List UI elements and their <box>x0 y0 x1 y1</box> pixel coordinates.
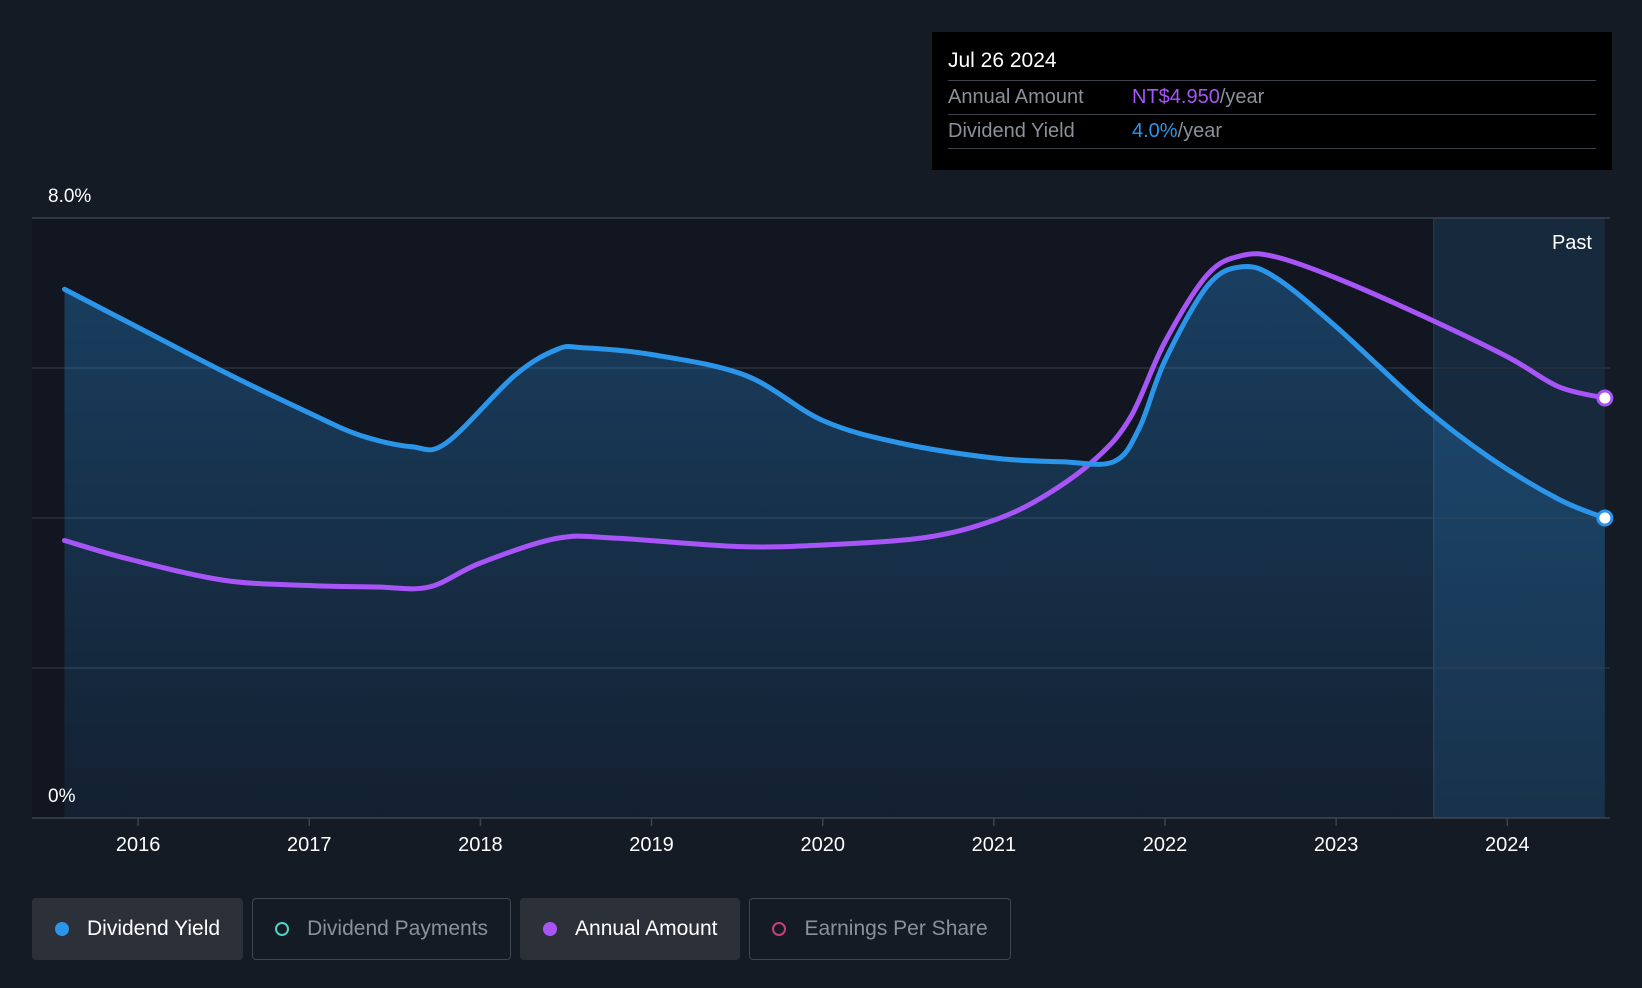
x-tick-label: 2018 <box>458 834 503 856</box>
tooltip-value: 4.0% <box>1132 120 1178 142</box>
legend-label: Annual Amount <box>575 917 718 940</box>
tooltip-unit: /year <box>1219 86 1265 108</box>
x-tick-label: 2022 <box>1143 834 1188 856</box>
legend-ring-icon <box>772 922 787 936</box>
x-tick-label: 2020 <box>800 834 845 856</box>
x-tick-label: 2024 <box>1485 834 1530 856</box>
tooltip-row-dividend-yield: Dividend Yield 4.0% /year <box>948 114 1596 149</box>
dividend-yield-end-point[interactable] <box>1596 509 1614 527</box>
legend-item-annual-amount[interactable]: Annual Amount <box>520 898 741 960</box>
legend-item-dividend-payments[interactable]: Dividend Payments <box>252 898 512 960</box>
tooltip-row-annual-amount: Annual Amount NT$4.950 /year <box>948 80 1596 114</box>
annual-amount-end-point[interactable] <box>1596 389 1614 407</box>
y-tick-label: 0% <box>48 786 76 807</box>
legend-label: Dividend Payments <box>307 917 489 940</box>
legend-label: Dividend Yield <box>87 917 221 940</box>
x-tick-label: 2021 <box>972 834 1017 856</box>
tooltip-label: Dividend Yield <box>948 120 1075 142</box>
legend-dot-icon <box>543 922 558 936</box>
y-tick-label: 8.0% <box>48 186 91 207</box>
tooltip-value: NT$4.950 <box>1132 86 1220 108</box>
legend-ring-icon <box>275 922 290 936</box>
legend-item-earnings-per-share[interactable]: Earnings Per Share <box>749 898 1011 960</box>
tooltip-unit: /year <box>1177 120 1223 142</box>
tooltip: Jul 26 2024 Annual Amount NT$4.950 /year… <box>932 32 1612 170</box>
legend: Dividend Yield Dividend Payments Annual … <box>32 898 1011 960</box>
legend-dot-icon <box>55 922 69 936</box>
annual-amount-line <box>62 251 1608 592</box>
legend-label: Earnings Per Share <box>804 917 988 940</box>
x-tick-label: 2019 <box>629 834 674 856</box>
tooltip-label: Annual Amount <box>948 86 1084 108</box>
x-tick-label: 2016 <box>116 834 161 856</box>
x-tick-label: 2023 <box>1314 834 1359 856</box>
past-label: Past <box>1552 232 1592 254</box>
legend-item-dividend-yield[interactable]: Dividend Yield <box>32 898 244 960</box>
tooltip-date: Jul 26 2024 <box>948 49 1057 72</box>
dividend-yield-line <box>62 263 1608 521</box>
x-tick-label: 2017 <box>287 834 332 856</box>
